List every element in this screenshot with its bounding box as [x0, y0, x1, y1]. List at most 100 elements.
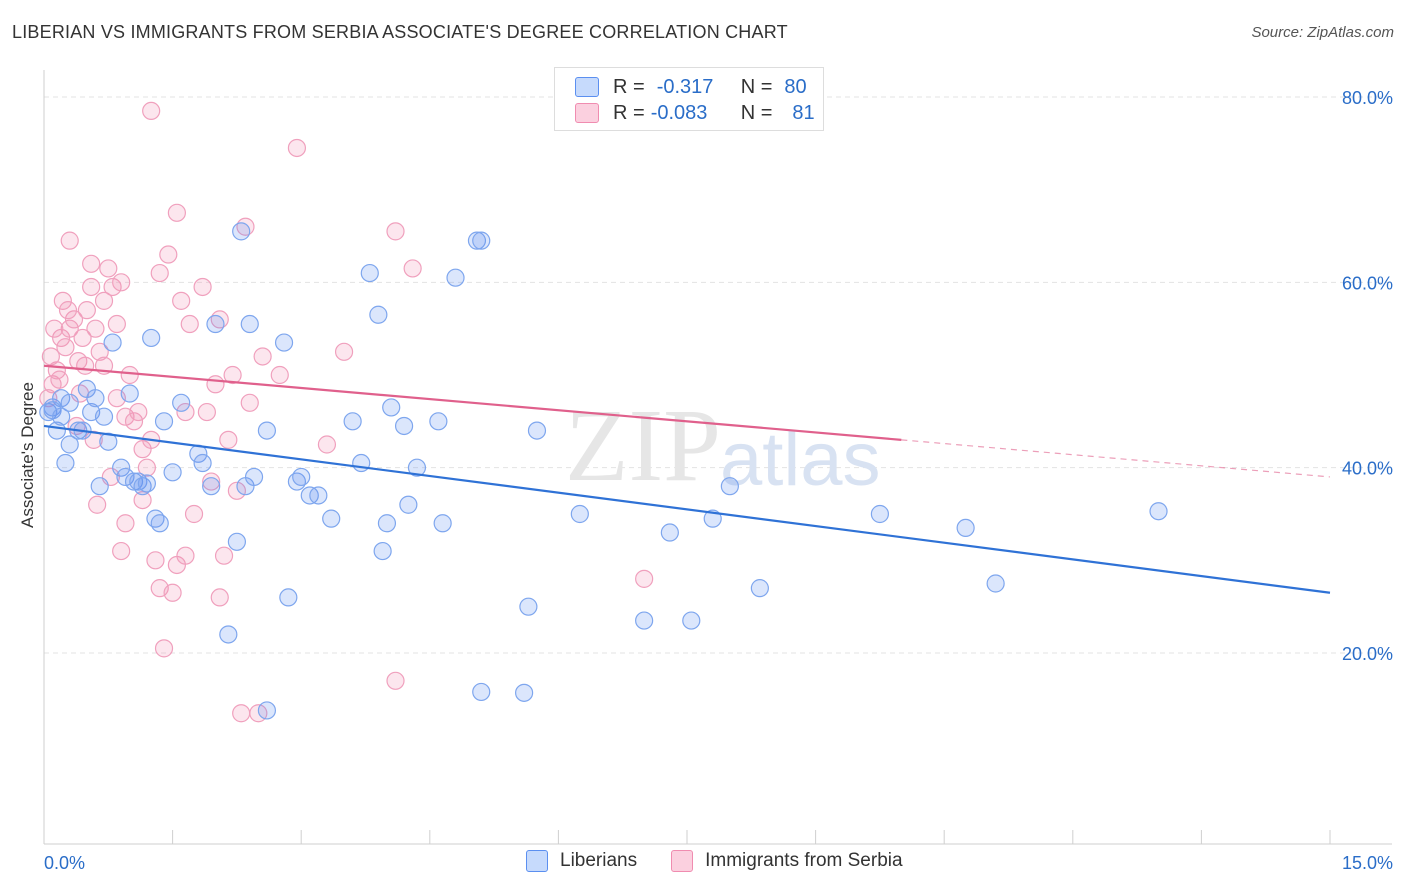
- data-point-serbia: [184, 504, 204, 524]
- data-point-serbia: [232, 704, 251, 723]
- data-point-serbia: [120, 365, 139, 385]
- source-label: Source: ZipAtlas.com: [1251, 24, 1394, 41]
- data-point-serbia: [193, 277, 212, 297]
- data-point-liberians: [52, 407, 71, 426]
- data-point-liberians: [120, 384, 139, 403]
- data-point-serbia: [60, 319, 79, 338]
- data-point-liberians: [240, 314, 259, 334]
- data-point-serbia: [133, 491, 152, 510]
- trend-line-serbia: [43, 364, 902, 441]
- data-point-serbia: [219, 430, 238, 449]
- legend-n-value: 81: [792, 101, 815, 124]
- data-point-serbia: [197, 402, 216, 422]
- data-point-liberians: [377, 514, 397, 533]
- data-point-serbia: [112, 273, 131, 292]
- data-point-serbia: [214, 546, 234, 565]
- stats-legend: R = -0.317 N = 80 R = -0.083 N = 81: [554, 67, 824, 131]
- data-point-liberians: [257, 421, 277, 440]
- data-point-serbia: [176, 546, 195, 565]
- x-tick-label: 0.0%: [44, 853, 85, 873]
- data-point-liberians: [219, 625, 238, 644]
- data-point-serbia: [202, 472, 221, 491]
- data-point-serbia: [386, 222, 405, 241]
- data-point-liberians: [232, 222, 251, 241]
- data-point-serbia: [129, 402, 148, 422]
- data-point-serbia: [172, 291, 191, 310]
- data-point-liberians: [150, 514, 169, 533]
- legend-n-value: 80: [784, 75, 807, 98]
- data-point-serbia: [73, 328, 92, 348]
- data-point-serbia: [240, 393, 259, 412]
- data-point-serbia: [142, 101, 161, 121]
- data-point-liberians: [309, 486, 328, 505]
- data-point-liberians: [279, 588, 298, 607]
- data-point-liberians: [986, 574, 1005, 593]
- data-point-serbia: [116, 514, 135, 533]
- data-point-liberians: [519, 597, 538, 616]
- data-point-serbia: [58, 301, 78, 320]
- data-point-serbia: [99, 259, 118, 278]
- data-point-liberians: [399, 495, 418, 514]
- data-point-liberians: [870, 504, 890, 524]
- data-point-liberians: [570, 504, 589, 524]
- data-point-liberians: [373, 541, 392, 561]
- data-point-liberians: [90, 477, 109, 496]
- data-point-serbia: [146, 551, 165, 570]
- legend-n-label: N =: [740, 75, 773, 98]
- y-tick-label: 20.0%: [1342, 644, 1393, 664]
- data-point-serbia: [90, 342, 109, 361]
- data-point-liberians: [206, 314, 225, 334]
- data-point-liberians: [193, 453, 212, 473]
- data-point-serbia: [64, 310, 84, 329]
- data-point-liberians: [394, 416, 414, 436]
- data-point-serbia: [60, 231, 79, 250]
- data-point-serbia: [270, 365, 289, 385]
- data-point-liberians: [163, 463, 182, 482]
- data-point-liberians: [227, 532, 246, 551]
- legend-label-liberians: Liberians: [560, 850, 638, 871]
- data-point-liberians: [60, 435, 79, 454]
- data-point-serbia: [154, 639, 174, 658]
- data-point-liberians: [407, 458, 427, 477]
- data-point-serbia: [386, 671, 405, 690]
- legend-swatch-serbia: [671, 850, 694, 872]
- data-point-liberians: [86, 389, 105, 408]
- legend-r-value: -0.083: [650, 101, 708, 124]
- data-point-serbia: [39, 389, 58, 408]
- data-point-serbia: [253, 347, 272, 366]
- data-point-serbia: [53, 291, 72, 310]
- data-point-liberians: [956, 518, 975, 538]
- bottom-legend: Liberians Immigrants from Serbia: [526, 850, 903, 872]
- data-point-liberians: [703, 509, 722, 528]
- data-point-serbia: [159, 245, 178, 264]
- data-point-serbia: [103, 277, 122, 297]
- data-point-serbia: [167, 203, 186, 222]
- data-point-liberians: [433, 514, 452, 533]
- data-point-serbia: [50, 370, 69, 389]
- data-point-liberians: [56, 453, 75, 473]
- data-point-serbia: [112, 541, 131, 561]
- legend-r-label: R =: [613, 75, 645, 98]
- y-tick-label: 80.0%: [1342, 88, 1393, 108]
- legend-swatch-liberians: [526, 850, 548, 872]
- data-point-serbia: [334, 342, 354, 361]
- data-point-serbia: [206, 375, 225, 394]
- data-point-liberians: [472, 682, 491, 702]
- y-tick-label: 40.0%: [1342, 459, 1393, 479]
- data-point-liberians: [446, 268, 465, 287]
- data-point-liberians: [467, 231, 487, 250]
- data-point-liberians: [142, 328, 161, 348]
- legend-r-value: -0.317: [656, 75, 714, 98]
- data-point-serbia: [287, 138, 307, 158]
- data-point-serbia: [124, 412, 144, 431]
- data-point-serbia: [137, 458, 156, 477]
- legend-row-liberians: R = -0.317 N = 80: [575, 74, 807, 100]
- watermark-atlas: atlas: [720, 417, 881, 502]
- data-point-liberians: [635, 611, 654, 630]
- data-point-liberians: [360, 263, 379, 283]
- data-point-serbia: [180, 314, 199, 334]
- data-point-liberians: [429, 412, 448, 431]
- data-point-liberians: [60, 393, 79, 412]
- tick-labels: 20.0% 40.0% 60.0% 80.0% 0.0% 15.0%: [44, 88, 1393, 873]
